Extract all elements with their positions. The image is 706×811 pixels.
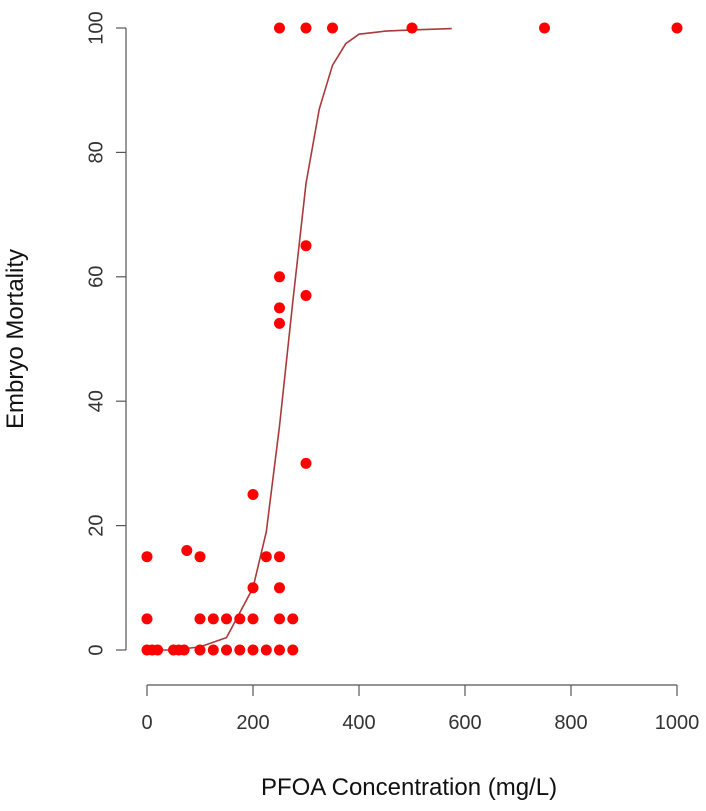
y-tick-label: 20	[85, 514, 107, 536]
y-tick-label: 100	[85, 11, 107, 44]
data-point	[274, 613, 285, 625]
x-axis-title: PFOA Concentration (mg/L)	[261, 774, 557, 801]
data-point	[274, 582, 285, 594]
data-point	[194, 644, 206, 656]
data-point	[194, 551, 206, 563]
data-point	[274, 302, 285, 314]
data-point	[247, 582, 259, 594]
data-point	[247, 489, 259, 500]
x-tick-label: 800	[554, 712, 587, 734]
data-point	[221, 644, 232, 656]
data-point	[221, 613, 232, 625]
data-point	[300, 240, 312, 252]
x-tick-label: 1000	[655, 712, 700, 734]
fit-curve-layer	[147, 27, 452, 651]
data-point	[178, 644, 190, 656]
data-points	[141, 22, 683, 656]
data-point	[274, 22, 285, 34]
x-tick-label: 400	[342, 712, 375, 734]
data-point	[671, 22, 683, 34]
data-point	[300, 22, 312, 34]
data-point	[181, 545, 193, 556]
y-axis-title: Embryo Mortality	[2, 249, 29, 429]
y-tick-label: 80	[85, 141, 107, 163]
x-tick-label: 600	[448, 712, 481, 734]
axes	[125, 28, 677, 686]
dose-response-curve	[147, 27, 452, 651]
data-point	[260, 551, 272, 563]
y-tick-label: 40	[85, 390, 107, 412]
data-point	[247, 644, 259, 656]
data-point	[287, 613, 299, 625]
data-point	[207, 613, 219, 625]
data-point	[300, 457, 312, 469]
data-point	[247, 613, 259, 625]
data-point	[207, 644, 219, 656]
data-point	[327, 22, 338, 34]
data-point	[406, 22, 418, 34]
data-point	[300, 290, 312, 301]
data-point	[234, 644, 246, 656]
data-point	[539, 22, 550, 34]
data-point	[234, 613, 246, 625]
data-point	[287, 644, 299, 656]
data-point	[274, 551, 285, 563]
data-point	[141, 551, 153, 563]
data-point	[260, 644, 272, 656]
data-point	[274, 271, 285, 283]
y-tick-label: 60	[85, 266, 107, 288]
x-tick-label: 0	[141, 712, 152, 734]
data-point	[274, 644, 285, 656]
data-point	[194, 613, 206, 625]
x-tick-label: 200	[236, 712, 269, 734]
data-point	[274, 317, 285, 329]
y-tick-label: 0	[85, 644, 107, 655]
data-point	[141, 613, 153, 625]
data-point	[152, 644, 164, 656]
